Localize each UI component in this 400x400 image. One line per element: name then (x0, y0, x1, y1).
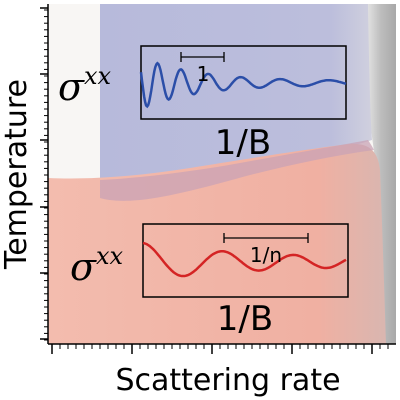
bottom-sigma-label: σxx (70, 242, 123, 289)
top-oscillation-curve (139, 61, 347, 109)
top-period-bracket (180, 52, 225, 62)
bottom-period-bracket (223, 233, 309, 243)
bottom-oscillation-curve (142, 241, 347, 278)
top-inset: 1 σxx 1/B (58, 45, 347, 163)
bottom-period-label: 1/n (250, 243, 282, 267)
overlap-region (100, 140, 374, 201)
top-period-label: 1 (197, 62, 210, 86)
gray-region (366, 4, 396, 344)
bottom-inset-frame (142, 223, 349, 298)
axis-ticks (40, 7, 389, 354)
top-sigma-label: σxx (58, 62, 111, 109)
x-axis-label: Scattering rate (115, 363, 340, 398)
bottom-xlabel: 1/B (217, 299, 273, 339)
top-xlabel: 1/B (215, 123, 271, 163)
y-axis-label: Temperature (0, 79, 34, 270)
plot-area (48, 4, 396, 344)
bottom-inset: 1/n σxx 1/B (70, 223, 349, 339)
